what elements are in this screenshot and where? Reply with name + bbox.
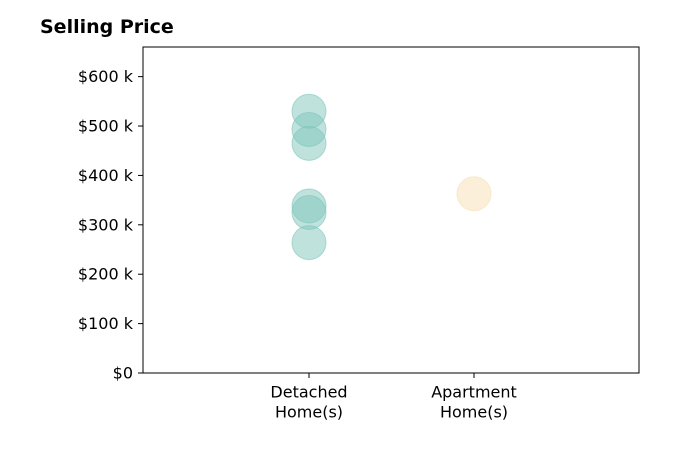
points-layer [291,93,492,261]
data-point [456,176,492,212]
x-tick-label: Apartment [431,383,517,402]
y-tick-label: $500 k [78,117,134,136]
x-tick-label: Detached [270,383,347,402]
y-tick-label: $0 [113,364,133,383]
chart-title: Selling Price [40,16,174,38]
y-tick-label: $100 k [78,314,134,333]
y-axis: $0 $100 k $200 k $300 k $400 k $500 k $600 k [78,67,143,383]
data-point [291,194,327,230]
x-tick-label: Home(s) [275,403,343,422]
data-point [291,125,327,161]
y-tick-label: $400 k [78,166,134,185]
y-tick-label: $600 k [78,67,134,86]
data-point [291,225,327,261]
y-tick-label: $200 k [78,265,134,284]
plot-area-frame [142,46,640,374]
y-tick-label: $300 k [78,215,134,234]
x-tick-label: Home(s) [440,403,508,422]
